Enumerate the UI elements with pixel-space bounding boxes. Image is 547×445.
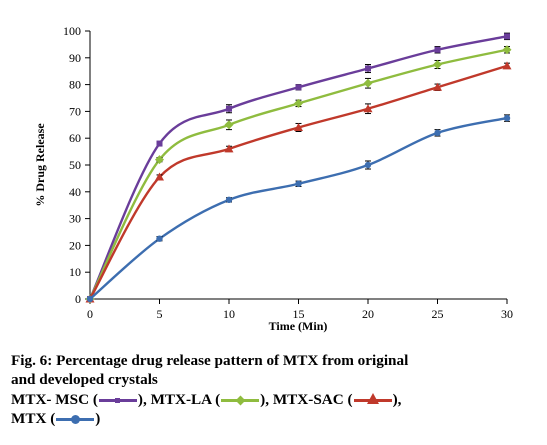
legend-symbol-mtx-la bbox=[221, 394, 260, 406]
legend-item-mtx-la: MTX-LA (), bbox=[151, 391, 269, 408]
x-axis-ticks: 0 5 10 15 20 25 30 bbox=[87, 299, 513, 321]
data-point-marker bbox=[295, 84, 302, 91]
y-tick-label: 30 bbox=[69, 212, 81, 226]
x-tick-label: 0 bbox=[87, 307, 93, 321]
series-line bbox=[89, 116, 508, 300]
y-axis-title: % Drug Release bbox=[33, 123, 47, 207]
x-tick-label: 25 bbox=[432, 307, 444, 321]
data-point-marker bbox=[363, 78, 373, 88]
data-point-marker bbox=[294, 122, 303, 131]
y-tick-label: 90 bbox=[69, 51, 81, 65]
x-axis-title: Time (Min) bbox=[269, 319, 328, 333]
y-tick-label: 70 bbox=[69, 104, 81, 118]
data-point-marker bbox=[365, 65, 371, 72]
series-mtx-msc bbox=[87, 32, 510, 302]
legend-marker-diamond bbox=[235, 395, 246, 405]
legend-open-paren: ( bbox=[211, 391, 221, 408]
legend-label-mtx: MTX bbox=[11, 410, 47, 427]
figure-caption-line-1: Fig. 6: Percentage drug release pattern … bbox=[11, 352, 409, 369]
data-point-marker bbox=[433, 60, 442, 69]
legend-marker-square bbox=[115, 397, 121, 403]
x-tick-label: 20 bbox=[362, 307, 374, 321]
legend-line-1: MTX- MSC (), MTX-LA (), MTX-SAC (), bbox=[11, 390, 541, 409]
data-point-marker bbox=[155, 172, 164, 181]
y-tick-label: 10 bbox=[69, 265, 81, 279]
data-point-marker bbox=[155, 155, 164, 165]
data-point-marker bbox=[295, 180, 302, 187]
x-tick-label: 5 bbox=[157, 307, 163, 321]
data-point-marker bbox=[294, 98, 303, 108]
data-point-marker bbox=[226, 105, 232, 112]
legend-symbol-mtx-sac bbox=[353, 392, 392, 406]
x-tick-label: 30 bbox=[501, 307, 513, 321]
y-tick-label: 20 bbox=[69, 238, 81, 252]
series-mtx bbox=[86, 114, 511, 303]
y-tick-label: 40 bbox=[69, 185, 81, 199]
legend-line-2: MTX () bbox=[11, 409, 541, 428]
data-point-marker bbox=[434, 129, 441, 137]
data-point-marker bbox=[503, 114, 511, 122]
legend-open-paren: ( bbox=[46, 410, 56, 427]
legend-item-mtx-msc: MTX- MSC (), bbox=[11, 391, 147, 408]
drug-release-chart: 0 5 10 15 20 25 30 0 10 20 30 40 50 60 70 80 90 100 Time… bbox=[33, 24, 513, 333]
data-point-marker bbox=[364, 161, 372, 169]
data-point-marker bbox=[156, 235, 163, 242]
legend-close-paren: ), bbox=[260, 391, 270, 408]
data-point-marker bbox=[434, 46, 441, 53]
legend-open-paren: ( bbox=[343, 391, 353, 408]
data-point-marker bbox=[433, 82, 442, 91]
legend-marker-circle bbox=[70, 414, 80, 424]
legend-item-mtx-sac: MTX-SAC (), bbox=[273, 391, 402, 408]
legend-close-paren: ), bbox=[392, 391, 402, 408]
y-tick-label: 0 bbox=[75, 292, 81, 306]
x-tick-label: 10 bbox=[223, 307, 235, 321]
data-point-marker bbox=[363, 104, 373, 113]
y-tick-label: 80 bbox=[69, 78, 81, 92]
data-point-marker bbox=[504, 33, 510, 40]
figure-caption-line-2: and developed crystals bbox=[11, 371, 158, 388]
series-mtx-la bbox=[85, 45, 512, 304]
legend-item-mtx: MTX () bbox=[11, 410, 100, 427]
y-axis-ticks: 0 10 20 30 40 50 60 70 80 90 100 bbox=[63, 24, 90, 306]
data-point-marker bbox=[502, 45, 512, 55]
y-tick-label: 100 bbox=[63, 24, 81, 38]
y-tick-label: 50 bbox=[69, 158, 81, 172]
data-point-marker bbox=[502, 61, 512, 70]
data-point-marker bbox=[156, 140, 163, 147]
legend-symbol-mtx-msc bbox=[98, 394, 137, 406]
legend-label-mtx-msc: MTX- MSC bbox=[11, 391, 90, 408]
data-point-marker bbox=[224, 120, 234, 130]
series-mtx-sac bbox=[85, 61, 512, 303]
y-tick-label: 60 bbox=[69, 131, 81, 145]
legend-open-paren: ( bbox=[89, 391, 98, 408]
data-point-marker bbox=[224, 144, 234, 153]
x-tick-label: 15 bbox=[293, 307, 305, 321]
data-point-marker bbox=[225, 196, 233, 204]
chart-series bbox=[85, 32, 512, 304]
legend-label-mtx-sac: MTX-SAC bbox=[272, 391, 344, 408]
legend-symbol-mtx bbox=[56, 413, 95, 425]
legend-close-paren: ), bbox=[137, 391, 147, 408]
legend-close-paren: ) bbox=[95, 410, 101, 427]
legend-label-mtx-la: MTX-LA bbox=[150, 391, 212, 408]
data-point-marker bbox=[86, 295, 94, 303]
legend-marker-triangle bbox=[366, 392, 379, 404]
chart-axes bbox=[89, 31, 507, 300]
